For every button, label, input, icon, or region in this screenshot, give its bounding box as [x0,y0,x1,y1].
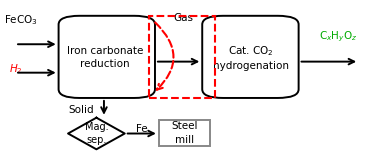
Text: Iron carbonate
reduction: Iron carbonate reduction [67,46,143,69]
Text: C$_x$H$_y$O$_z$: C$_x$H$_y$O$_z$ [319,29,358,44]
Text: Fe: Fe [136,124,147,134]
Polygon shape [68,118,125,149]
FancyBboxPatch shape [202,16,299,98]
Text: Cat. CO$_2$
hydrogenation: Cat. CO$_2$ hydrogenation [212,44,289,71]
FancyBboxPatch shape [59,16,155,98]
Text: Steel
mill: Steel mill [171,122,198,145]
Bar [159,120,210,146]
Text: Solid: Solid [68,105,94,115]
Bar [149,16,215,98]
Text: Gas: Gas [173,13,193,23]
Text: FeCO$_3$: FeCO$_3$ [4,13,38,27]
Text: Mag.
sep.: Mag. sep. [85,122,108,145]
Text: H$_2$: H$_2$ [9,62,23,76]
